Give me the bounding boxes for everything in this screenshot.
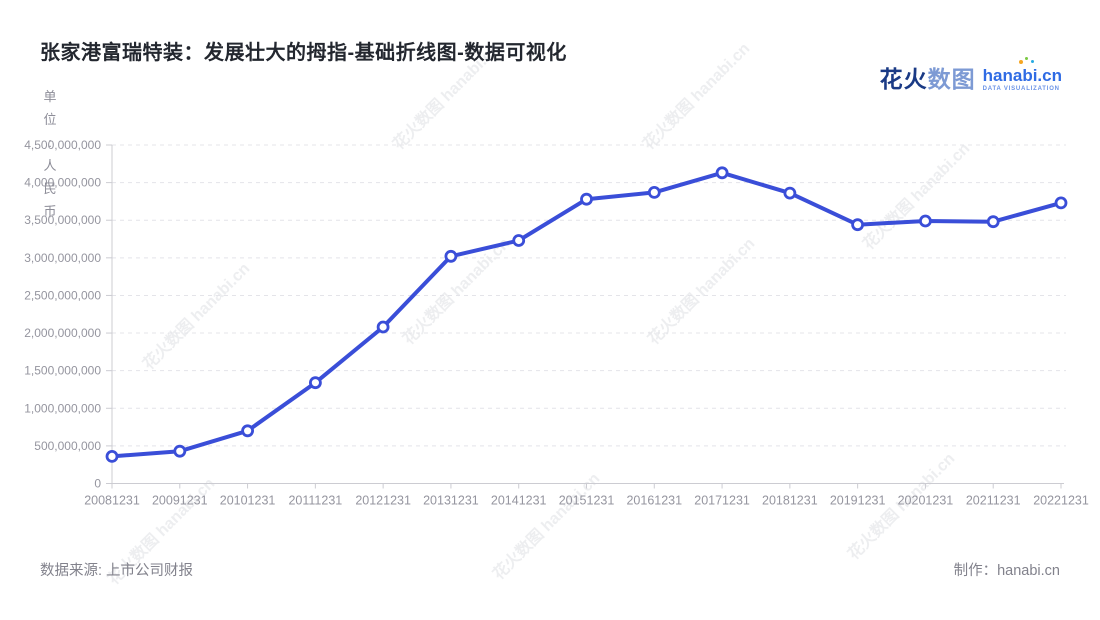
- y-tick-label: 2,000,000,000: [24, 326, 101, 340]
- data-point[interactable]: [105, 449, 119, 463]
- data-point[interactable]: [919, 214, 932, 228]
- x-tick-label: 20211231: [966, 494, 1021, 508]
- x-tick-label: 20111231: [288, 494, 342, 508]
- x-tick-label: 20101231: [220, 494, 276, 508]
- x-tick-label: 20161231: [626, 494, 682, 508]
- y-tick-label: 2,500,000,000: [24, 288, 101, 302]
- data-point[interactable]: [241, 424, 255, 438]
- x-tick-label: 20141231: [491, 494, 547, 508]
- data-source-label: 数据来源: 上市公司财报: [40, 563, 194, 579]
- x-tick-label: 20181231: [762, 494, 818, 508]
- brand-tagline: DATA VISUALIZATION: [982, 86, 1060, 92]
- y-tick-label: 0: [94, 477, 101, 491]
- data-point[interactable]: [376, 320, 390, 334]
- page-title: 张家港富瑞特装：发展壮大的拇指-基础折线图-数据可视化: [40, 42, 567, 64]
- y-tick-label: 3,000,000,000: [24, 251, 101, 265]
- data-point[interactable]: [715, 166, 729, 180]
- x-tick-label: 20151231: [559, 494, 615, 508]
- series-line: [110, 170, 1063, 459]
- sparkle-icon: [1018, 57, 1037, 66]
- y-axis-unit-label: 单 位 : 人 民 币: [43, 89, 57, 219]
- brand-logo-cn: 花火数图: [880, 60, 976, 94]
- x-tick-label: 20131231: [423, 494, 479, 508]
- x-tick-label: 20081231: [84, 494, 140, 508]
- brand-domain: hanabi.cn: [982, 66, 1062, 85]
- data-point[interactable]: [1054, 196, 1068, 210]
- credit-label: 制作：hanabi.cn: [953, 563, 1060, 579]
- y-tick-label: 3,500,000,000: [24, 213, 101, 227]
- data-point[interactable]: [173, 444, 187, 458]
- data-point[interactable]: [308, 376, 322, 390]
- y-tick-label: 1,000,000,000: [24, 401, 101, 415]
- data-point[interactable]: [647, 185, 661, 199]
- data-point[interactable]: [444, 249, 458, 263]
- brand-cn-primary: 花火: [879, 66, 928, 92]
- x-tick-label: 20121231: [355, 494, 411, 508]
- data-point[interactable]: [512, 234, 526, 247]
- y-tick-label: 1,500,000,000: [24, 364, 101, 378]
- y-tick-label: 500,000,000: [34, 439, 101, 453]
- y-tick-label: 4,000,000,000: [24, 176, 101, 190]
- data-point[interactable]: [851, 218, 864, 232]
- data-point[interactable]: [783, 186, 797, 200]
- x-tick-label: 20171231: [694, 494, 750, 508]
- data-point[interactable]: [580, 192, 593, 206]
- x-tick-label: 20201231: [898, 494, 954, 508]
- brand-cn-secondary: 数图: [927, 66, 976, 92]
- x-tick-label: 20221231: [1033, 494, 1089, 508]
- brand-logo: 花火数图 hanabi.cn DATA VISUALIZATION: [880, 57, 1062, 94]
- x-tick-label: 20191231: [830, 494, 886, 508]
- brand-logo-latin: hanabi.cn DATA VISUALIZATION: [982, 57, 1062, 92]
- x-tick-label: 20091231: [152, 494, 208, 508]
- data-point[interactable]: [986, 215, 1000, 229]
- y-tick-label: 4,500,000,000: [24, 138, 101, 152]
